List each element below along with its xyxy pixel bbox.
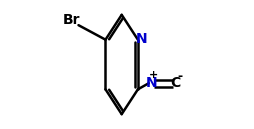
Text: +: + (149, 70, 158, 80)
Text: N: N (145, 76, 156, 90)
Text: C: C (169, 76, 180, 90)
Text: Br: Br (62, 13, 80, 27)
Text: -: - (177, 70, 182, 83)
Text: N: N (135, 32, 146, 46)
